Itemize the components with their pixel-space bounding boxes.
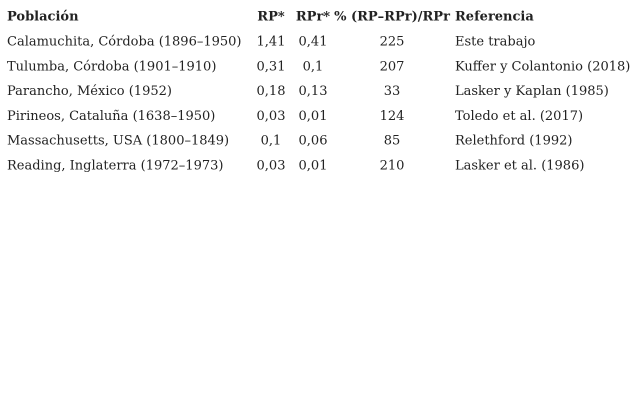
column-header: RPr* [296, 10, 330, 25]
table-cell: 0,03 [257, 159, 286, 174]
table-cell: 0,18 [257, 84, 286, 99]
table-cell: 207 [380, 59, 405, 74]
column-header: Referencia [455, 10, 534, 25]
table-cell: Kuffer y Colantonio (2018) [455, 59, 630, 74]
table-cell: 0,1 [261, 134, 282, 149]
table-cell: Parancho, México (1952) [7, 84, 172, 99]
table-cell: 0,41 [299, 35, 328, 50]
column-header: Población [7, 10, 79, 25]
table-cell: 0,01 [299, 159, 328, 174]
table-cell: 1,41 [257, 35, 286, 50]
table-cell: 33 [384, 84, 401, 99]
table-cell: 85 [384, 134, 401, 149]
table-cell: 0,06 [299, 134, 328, 149]
table-cell: 0,13 [299, 84, 328, 99]
table-cell: 0,03 [257, 109, 286, 124]
table-cell: Massachusetts, USA (1800–1849) [7, 134, 229, 149]
table-cell: 225 [380, 35, 405, 50]
table-cell: 210 [380, 159, 405, 174]
table-cell: Tulumba, Córdoba (1901–1910) [7, 59, 216, 74]
column-header: RP* [257, 10, 285, 25]
table-cell: Pirineos, Cataluña (1638–1950) [7, 109, 215, 124]
column-header: % (RP–RPr)/RPr [334, 10, 450, 25]
table-cell: 124 [380, 109, 405, 124]
table-cell: Lasker et al. (1986) [455, 159, 584, 174]
table-cell: 0,01 [299, 109, 328, 124]
table-cell: Reading, Inglaterra (1972–1973) [7, 159, 223, 174]
table-cell: 0,1 [303, 59, 324, 74]
table-cell: Este trabajo [455, 35, 536, 50]
table-cell: Calamuchita, Córdoba (1896–1950) [7, 35, 242, 50]
table-cell: Relethford (1992) [455, 134, 572, 149]
table-cell: Toledo et al. (2017) [455, 109, 583, 124]
table-cell: 0,31 [257, 59, 286, 74]
table-cell: Lasker y Kaplan (1985) [455, 84, 609, 99]
